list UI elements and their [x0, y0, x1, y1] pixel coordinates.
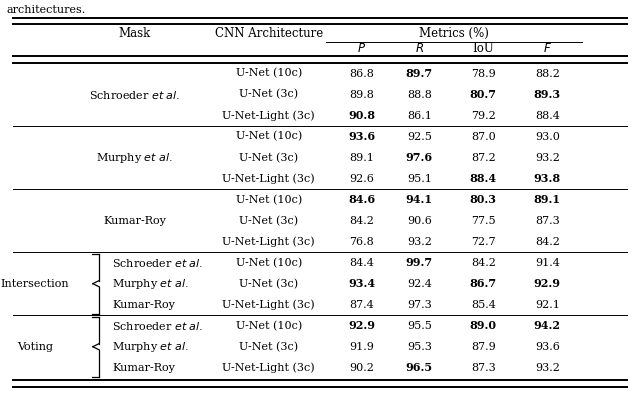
Text: Murphy $\mathit{et\ al.}$: Murphy $\mathit{et\ al.}$	[96, 151, 173, 165]
Text: Murphy $\mathit{et\ al.}$: Murphy $\mathit{et\ al.}$	[112, 277, 189, 291]
Text: Metrics (%): Metrics (%)	[419, 27, 490, 40]
Text: 94.2: 94.2	[534, 320, 561, 331]
Text: U-Net (3c): U-Net (3c)	[239, 216, 298, 226]
Text: 97.6: 97.6	[406, 152, 433, 163]
Text: 87.4: 87.4	[349, 300, 374, 310]
Text: U-Net (3c): U-Net (3c)	[239, 342, 298, 352]
Text: $\mathit{F}$: $\mathit{F}$	[543, 43, 552, 55]
Text: 87.3: 87.3	[471, 363, 495, 373]
Text: 93.6: 93.6	[348, 131, 375, 142]
Text: 80.7: 80.7	[470, 89, 497, 100]
Text: U-Net-Light (3c): U-Net-Light (3c)	[223, 362, 315, 373]
Text: 93.4: 93.4	[348, 278, 375, 289]
Text: U-Net (3c): U-Net (3c)	[239, 89, 298, 100]
Text: 92.5: 92.5	[407, 132, 431, 141]
Text: U-Net (10c): U-Net (10c)	[236, 321, 302, 331]
Text: U-Net (10c): U-Net (10c)	[236, 195, 302, 205]
Text: 86.1: 86.1	[407, 111, 431, 121]
Text: 93.6: 93.6	[535, 342, 559, 352]
Text: 92.4: 92.4	[407, 279, 431, 289]
Text: Schroeder $\mathit{et\ al.}$: Schroeder $\mathit{et\ al.}$	[89, 89, 180, 100]
Text: 89.3: 89.3	[534, 89, 561, 100]
Text: 95.3: 95.3	[407, 342, 431, 352]
Text: 77.5: 77.5	[471, 216, 495, 226]
Text: 89.1: 89.1	[534, 194, 561, 205]
Text: 93.2: 93.2	[535, 152, 559, 163]
Text: 80.3: 80.3	[470, 194, 497, 205]
Text: 92.9: 92.9	[348, 320, 375, 331]
Text: Kumar-Roy: Kumar-Roy	[112, 300, 175, 310]
Text: 87.9: 87.9	[471, 342, 495, 352]
Text: 88.8: 88.8	[407, 89, 431, 100]
Text: 89.1: 89.1	[349, 152, 374, 163]
Text: U-Net (3c): U-Net (3c)	[239, 152, 298, 163]
Text: 84.2: 84.2	[535, 237, 559, 247]
Text: 85.4: 85.4	[471, 300, 495, 310]
Text: IoU: IoU	[472, 43, 494, 55]
Text: 93.8: 93.8	[534, 173, 561, 184]
Text: 93.0: 93.0	[535, 132, 559, 141]
Text: 90.2: 90.2	[349, 363, 374, 373]
Text: 90.6: 90.6	[407, 216, 431, 226]
Text: 89.7: 89.7	[406, 68, 433, 79]
Text: U-Net-Light (3c): U-Net-Light (3c)	[223, 110, 315, 121]
Text: 90.8: 90.8	[348, 110, 375, 121]
Text: Kumar-Roy: Kumar-Roy	[103, 216, 166, 226]
Text: Schroeder $\mathit{et\ al.}$: Schroeder $\mathit{et\ al.}$	[112, 320, 204, 332]
Text: 99.7: 99.7	[406, 257, 433, 268]
Text: U-Net-Light (3c): U-Net-Light (3c)	[223, 299, 315, 310]
Text: 84.2: 84.2	[349, 216, 374, 226]
Text: $\mathit{P}$: $\mathit{P}$	[357, 43, 366, 55]
Text: 95.5: 95.5	[407, 321, 431, 331]
Text: U-Net (10c): U-Net (10c)	[236, 69, 302, 79]
Text: U-Net (10c): U-Net (10c)	[236, 258, 302, 268]
Text: U-Net (3c): U-Net (3c)	[239, 279, 298, 289]
Text: 88.2: 88.2	[535, 69, 559, 78]
Text: 72.7: 72.7	[471, 237, 495, 247]
Text: 86.8: 86.8	[349, 69, 374, 78]
Text: 92.9: 92.9	[534, 278, 561, 289]
Text: 92.1: 92.1	[535, 300, 559, 310]
Text: architectures.: architectures.	[6, 5, 86, 15]
Text: U-Net-Light (3c): U-Net-Light (3c)	[223, 236, 315, 247]
Text: 87.3: 87.3	[535, 216, 559, 226]
Text: Murphy $\mathit{et\ al.}$: Murphy $\mathit{et\ al.}$	[112, 340, 189, 354]
Text: Intersection: Intersection	[1, 279, 70, 289]
Text: U-Net-Light (3c): U-Net-Light (3c)	[223, 173, 315, 184]
Text: 96.5: 96.5	[406, 362, 433, 373]
Text: 97.3: 97.3	[407, 300, 431, 310]
Text: 84.2: 84.2	[471, 258, 495, 268]
Text: 86.7: 86.7	[470, 278, 497, 289]
Text: Voting: Voting	[17, 342, 53, 352]
Text: 88.4: 88.4	[535, 111, 559, 121]
Text: 91.9: 91.9	[349, 342, 374, 352]
Text: Kumar-Roy: Kumar-Roy	[112, 363, 175, 373]
Text: Mask: Mask	[118, 27, 150, 40]
Text: 89.8: 89.8	[349, 89, 374, 100]
Text: 87.2: 87.2	[471, 152, 495, 163]
Text: 91.4: 91.4	[535, 258, 559, 268]
Text: Schroeder $\mathit{et\ al.}$: Schroeder $\mathit{et\ al.}$	[112, 256, 204, 269]
Text: 94.1: 94.1	[406, 194, 433, 205]
Text: 93.2: 93.2	[407, 237, 431, 247]
Text: 84.4: 84.4	[349, 258, 374, 268]
Text: 79.2: 79.2	[471, 111, 495, 121]
Text: 95.1: 95.1	[407, 174, 431, 184]
Text: 92.6: 92.6	[349, 174, 374, 184]
Text: 78.9: 78.9	[471, 69, 495, 78]
Text: 84.6: 84.6	[348, 194, 375, 205]
Text: 87.0: 87.0	[471, 132, 495, 141]
Text: 93.2: 93.2	[535, 363, 559, 373]
Text: $\mathit{R}$: $\mathit{R}$	[415, 43, 424, 55]
Text: 76.8: 76.8	[349, 237, 374, 247]
Text: CNN Architecture: CNN Architecture	[214, 27, 323, 40]
Text: 88.4: 88.4	[470, 173, 497, 184]
Text: 89.0: 89.0	[470, 320, 497, 331]
Text: U-Net (10c): U-Net (10c)	[236, 132, 302, 142]
